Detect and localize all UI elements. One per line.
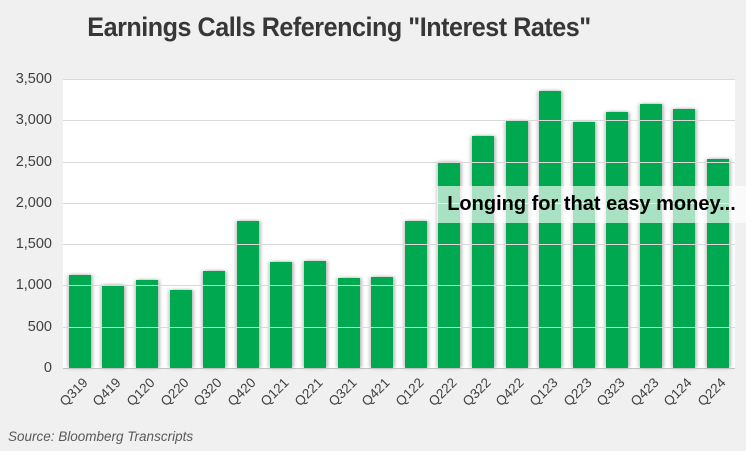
bar-Q221	[303, 260, 326, 368]
x-tick-label: Q320	[190, 375, 225, 409]
bar-Q121	[270, 262, 293, 368]
bar-slot: Q423	[628, 79, 668, 409]
bar-Q419	[102, 284, 125, 368]
x-tick-label: Q121	[258, 375, 292, 409]
x-tick-label: Q319	[56, 375, 91, 409]
x-tick-label: Q120	[123, 375, 158, 409]
y-tick-label: 3,500	[15, 71, 52, 87]
bar-slot: Q224	[695, 79, 735, 409]
gridline	[63, 120, 735, 122]
bar-slot: Q120	[124, 79, 164, 409]
y-axis: 3,500 3,000 2,500 2,000 1,500 1,000 500 0	[0, 71, 52, 376]
bar-slot: Q222	[426, 79, 467, 409]
x-tick-label: Q222	[425, 375, 460, 409]
bar-slot: Q419	[90, 79, 131, 409]
chart-title: Earnings Calls Referencing "Interest Rat…	[87, 12, 591, 42]
x-tick-label: Q221	[291, 375, 326, 409]
bar-Q124	[673, 108, 696, 368]
bar-Q320	[203, 271, 226, 368]
bar-slot: Q321	[325, 79, 366, 409]
y-tick-label: 2,500	[15, 153, 52, 170]
bar-slot: Q223	[560, 79, 601, 409]
bar-Q323	[606, 112, 629, 368]
x-tick-label: Q420	[224, 375, 259, 409]
x-tick-label: Q223	[560, 375, 595, 409]
bar-Q122	[404, 221, 427, 368]
bar-slot: Q124	[661, 79, 702, 409]
bar-slot: Q420	[224, 79, 265, 409]
bar-Q322	[471, 135, 494, 368]
x-tick-label: Q423	[627, 375, 662, 409]
bar-Q319	[68, 274, 91, 368]
gridline	[63, 326, 735, 328]
bar-slot: Q221	[292, 79, 332, 409]
plot-area: Q319 Q419 Q120 Q220 Q320 Q420 Q121 Q221 Q321 Q421…	[56, 79, 735, 409]
bar-slot: Q220	[157, 79, 198, 409]
bar-Q420	[236, 221, 259, 368]
gridline	[63, 368, 735, 369]
gridline	[63, 202, 735, 204]
bars: Q319 Q419 Q120 Q220 Q320 Q420 Q121 Q221 Q321 Q421…	[56, 79, 735, 409]
x-tick-label: Q321	[325, 375, 360, 409]
gridline	[63, 79, 735, 80]
source-note: Source: Bloomberg Transcripts	[8, 429, 194, 444]
bar-Q120	[135, 280, 158, 368]
bar-Q321	[337, 278, 360, 368]
bar-Q123	[539, 90, 562, 368]
bar-slot: Q123	[527, 79, 567, 409]
x-tick-label: Q323	[593, 375, 628, 409]
y-tick-label: 0	[43, 360, 52, 376]
x-tick-label: Q422	[493, 375, 528, 409]
y-tick-label: 1,000	[15, 277, 52, 294]
x-tick-label: Q421	[358, 375, 393, 409]
gridline	[63, 161, 735, 163]
x-tick-label: Q124	[661, 375, 696, 409]
bar-Q423	[639, 103, 662, 368]
y-tick-label: 500	[27, 318, 52, 335]
bar-Q421	[371, 277, 394, 368]
bar-slot: Q122	[392, 79, 433, 409]
annotation-label: Longing for that easy money...	[437, 186, 746, 223]
bar-slot: Q421	[359, 79, 399, 409]
x-tick-label: Q419	[90, 375, 124, 409]
x-tick-label: Q224	[694, 375, 729, 409]
x-tick-label: Q122	[392, 375, 427, 409]
bar-Q220	[169, 290, 192, 368]
bar-slot: Q320	[191, 79, 231, 409]
gridline	[63, 244, 735, 246]
bar-slot: Q323	[594, 79, 635, 409]
y-tick-label: 2,000	[15, 194, 52, 211]
x-tick-label: Q220	[157, 375, 192, 409]
bar-slot: Q121	[258, 79, 299, 409]
gridline	[63, 285, 735, 287]
y-tick-label: 1,500	[15, 236, 52, 253]
x-tick-label: Q123	[526, 375, 561, 409]
bar-slot: Q422	[493, 79, 534, 409]
y-tick-label: 3,000	[15, 112, 52, 129]
bar-slot: Q319	[56, 79, 97, 409]
bar-slot: Q322	[460, 79, 500, 409]
x-tick-label: Q322	[459, 375, 494, 409]
